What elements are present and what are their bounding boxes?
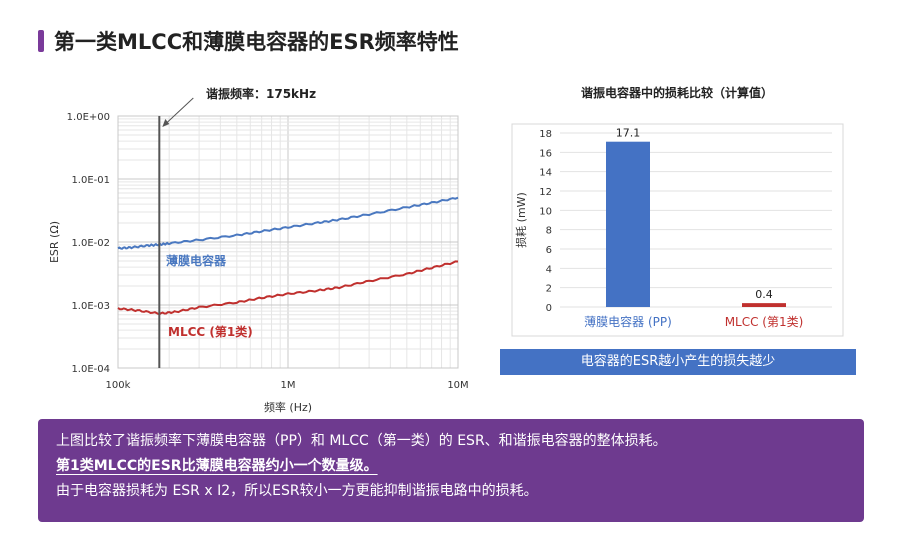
resonance-annotation-label: 谐振频率：175kHz bbox=[206, 86, 316, 101]
explanation-line-1: 上图比较了谐振频率下薄膜电容器（PP）和 MLCC（第一类）的 ESR、和谐振电… bbox=[56, 433, 667, 449]
esr-series-lines bbox=[117, 196, 459, 316]
esr-series-line-film bbox=[117, 196, 459, 250]
title-accent-bar bbox=[38, 30, 44, 52]
esr-conclusion-banner: 电容器的ESR越小产生的损失越少 bbox=[500, 349, 856, 375]
esr-x-tick-label: 1M bbox=[281, 380, 296, 391]
series-label-film: 薄膜电容器 bbox=[166, 253, 227, 268]
esr-chart-grid bbox=[117, 116, 458, 369]
esr-y-tick-label: 1.0E+00 bbox=[67, 112, 110, 123]
esr-y-tick-label: 1.0E-03 bbox=[71, 301, 110, 312]
series-label-mlcc: MLCC (第1类) bbox=[168, 324, 253, 339]
resonance-arrow-head bbox=[162, 119, 170, 127]
esr-y-tick-label: 1.0E-04 bbox=[71, 364, 110, 375]
esr-series-line-mlcc bbox=[117, 260, 459, 316]
esr-x-tick-label: 100k bbox=[106, 380, 131, 391]
esr-y-tick-label: 1.0E-01 bbox=[71, 175, 110, 186]
esr-plot-area bbox=[117, 115, 459, 369]
esr-x-tick-labels: 100k 1M 10M bbox=[106, 380, 469, 391]
esr-y-tick-labels: 1.0E+00 1.0E-01 1.0E-02 1.0E-03 1.0E-04 bbox=[67, 112, 110, 375]
explanation-box: 上图比较了谐振频率下薄膜电容器（PP）和 MLCC（第一类）的 ESR、和谐振电… bbox=[38, 419, 864, 522]
explanation-line-3: 由于电容器损耗为 ESR x I2，所以ESR较小一方更能抑制谐振电路中的损耗。 bbox=[56, 483, 538, 499]
esr-y-axis-title: ESR (Ω) bbox=[48, 221, 61, 263]
esr-y-tick-label: 1.0E-02 bbox=[71, 238, 110, 249]
page-title: 第一类MLCC和薄膜电容器的ESR频率特性 bbox=[54, 30, 459, 54]
explanation-line-2: 第1类MLCC的ESR比薄膜电容器约小一个数量级。 bbox=[56, 458, 378, 474]
esr-x-tick-label: 10M bbox=[447, 380, 468, 391]
resonance-annotation-arrow bbox=[162, 97, 194, 127]
esr-x-axis-title: 频率 (Hz) bbox=[264, 400, 312, 414]
